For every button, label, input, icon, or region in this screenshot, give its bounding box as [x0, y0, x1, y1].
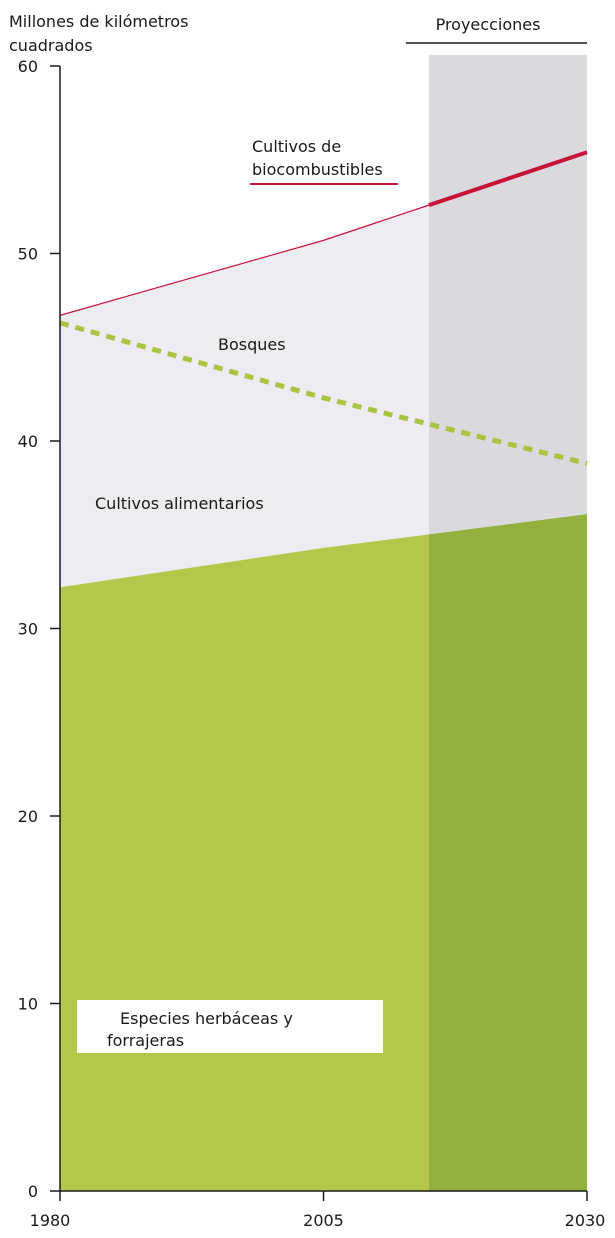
- y-axis-title-line2: cuadrados: [9, 36, 93, 55]
- biofuel-label-line1: Cultivos de: [252, 137, 341, 156]
- food-crops-area: [60, 205, 429, 588]
- y-tick-label: 30: [18, 620, 38, 639]
- y-axis-title-line1: Millones de kilómetros: [9, 12, 188, 31]
- food-crops-area-projection: [428, 152, 587, 535]
- grass-label-line1: Especies herbáceas y: [120, 1009, 293, 1028]
- x-tick-label: 2030: [565, 1211, 606, 1230]
- grass-label-line2: forrajeras: [107, 1031, 184, 1050]
- biofuel-line-projection: [428, 150, 588, 208]
- food-crops-label: Cultivos alimentarios: [95, 494, 264, 513]
- y-tick-label: 0: [28, 1182, 38, 1201]
- y-tick-label: 50: [18, 245, 38, 264]
- forest-line: [59, 320, 588, 466]
- grass-area: [60, 534, 429, 1191]
- x-tick-label: 1980: [30, 1211, 71, 1230]
- y-tick-label: 10: [18, 995, 38, 1014]
- grass-area-projection: [428, 514, 587, 1191]
- x-tick-label: 2005: [303, 1211, 344, 1230]
- biofuel-label-line2: biocombustibles: [252, 160, 383, 179]
- y-tick-label: 60: [18, 57, 38, 76]
- y-tick-label: 20: [18, 807, 38, 826]
- grass-label-box: [77, 1000, 383, 1053]
- forest-label: Bosques: [218, 335, 286, 354]
- biofuel-line: [59, 204, 430, 316]
- projection-band: [428, 55, 587, 206]
- projection-label: Proyecciones: [436, 15, 541, 34]
- y-tick-label: 40: [18, 432, 38, 451]
